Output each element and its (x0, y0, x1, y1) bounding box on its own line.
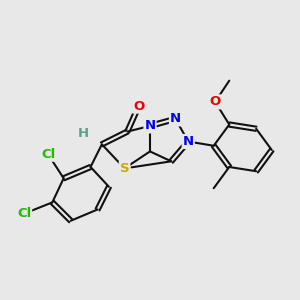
Text: O: O (209, 95, 221, 108)
Text: S: S (120, 162, 129, 175)
Text: N: N (170, 112, 181, 125)
Text: N: N (144, 119, 156, 132)
Text: H: H (78, 128, 89, 140)
Text: Cl: Cl (41, 148, 55, 161)
Text: Cl: Cl (17, 207, 31, 220)
Text: N: N (183, 135, 194, 148)
Text: O: O (133, 100, 144, 112)
Text: H: H (78, 128, 89, 140)
